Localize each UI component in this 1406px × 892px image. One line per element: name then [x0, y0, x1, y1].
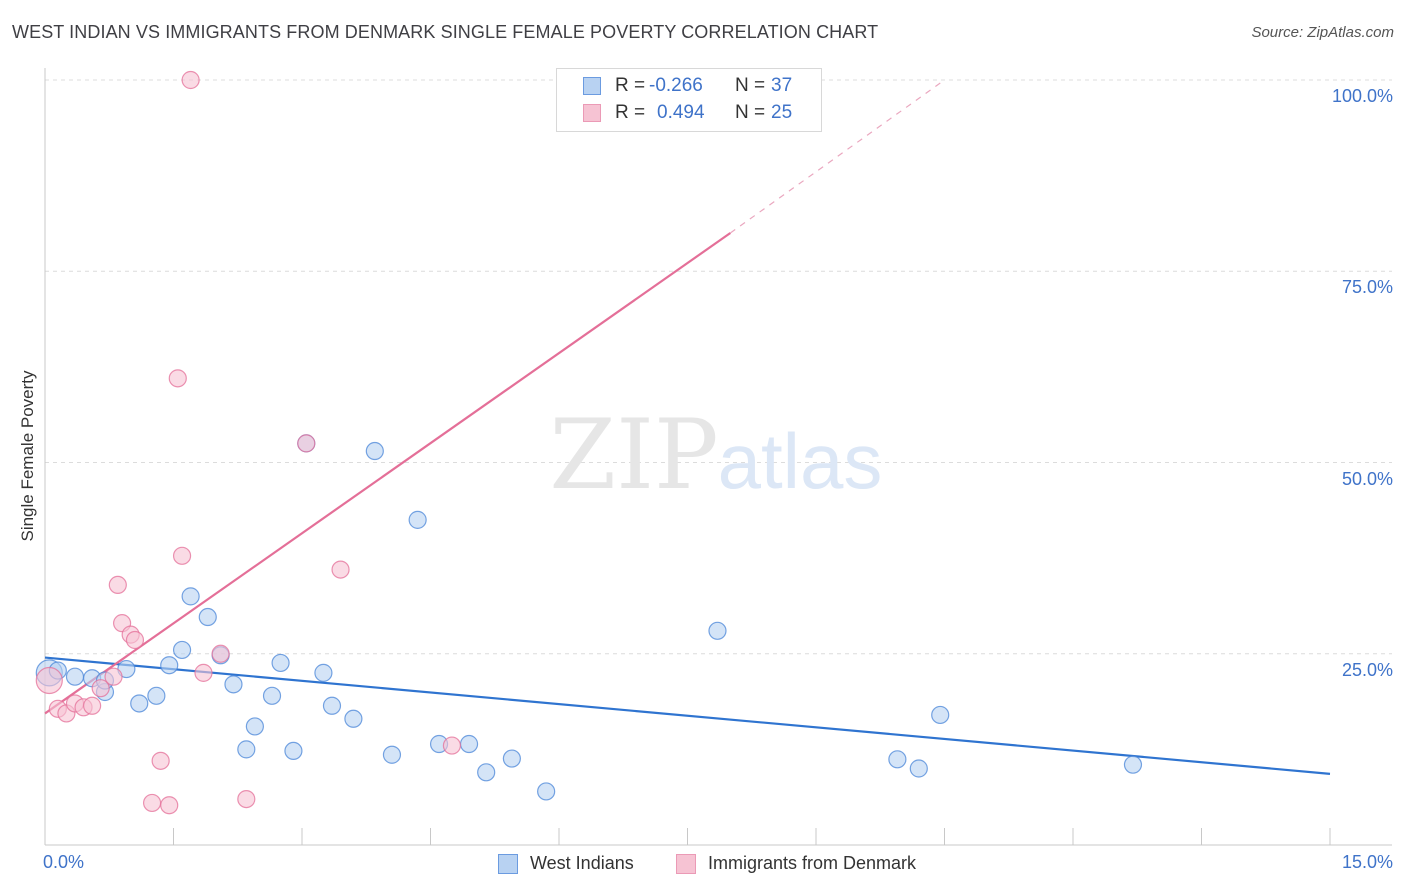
legend-swatch-west-indians: [498, 854, 518, 874]
data-point-west-indians: [477, 763, 496, 782]
legend-n-label: N =: [735, 75, 766, 96]
legend-row-west-indians: R = -0.266 N = 37: [557, 74, 821, 100]
legend-r-value: 0.494: [657, 102, 705, 123]
legend-n-label: N =: [735, 102, 766, 123]
data-point-west-indians: [130, 694, 149, 713]
data-point-west-indians: [284, 741, 303, 761]
legend-label-immigrants-denmark: Immigrants from Denmark: [708, 853, 917, 873]
y-tick-label: 50.0%: [1341, 468, 1393, 489]
data-point-immigrants-denmark: [442, 736, 462, 755]
legend-row-immigrants-denmark: R = 0.494 N = 25: [557, 101, 821, 127]
data-point-immigrants-denmark: [331, 560, 350, 579]
correlation-legend: R = -0.266 N = 37 R = 0.494 N = 25: [556, 68, 822, 132]
data-point-west-indians: [365, 441, 384, 461]
data-point-west-indians: [502, 749, 521, 768]
data-point-immigrants-denmark: [91, 679, 110, 698]
data-point-west-indians: [459, 734, 479, 754]
axes: [44, 68, 1392, 846]
data-point-immigrants-denmark: [211, 644, 230, 663]
data-point-immigrants-denmark: [125, 630, 145, 650]
data-point-west-indians: [708, 621, 727, 640]
data-point-immigrants-denmark: [181, 70, 200, 90]
legend-r-value: -0.266: [649, 75, 703, 96]
data-point-west-indians: [382, 745, 402, 764]
data-point-west-indians: [172, 640, 192, 660]
chart-title: WEST INDIAN VS IMMIGRANTS FROM DENMARK S…: [12, 22, 879, 42]
source-label: Source: ZipAtlas.com: [1251, 24, 1394, 41]
x-tick-label: 15.0%: [1341, 852, 1393, 872]
data-point-west-indians: [931, 705, 950, 725]
x-tick-label: 0.0%: [43, 852, 85, 872]
data-point-immigrants-denmark: [104, 667, 123, 686]
trend-line-immigrants-denmark: [44, 232, 731, 715]
data-point-immigrants-denmark: [160, 796, 179, 815]
data-point-immigrants-denmark: [168, 369, 187, 388]
data-point-immigrants-denmark: [108, 575, 127, 595]
watermark-atlas: atlas: [718, 417, 883, 505]
data-point-west-indians: [147, 686, 166, 705]
legend-r-label: R =: [615, 102, 646, 123]
data-point-immigrants-denmark: [142, 793, 162, 813]
trend-lines: [44, 79, 1331, 775]
y-tick-label: 75.0%: [1341, 277, 1393, 298]
data-point-west-indians: [344, 709, 363, 728]
gridlines: [45, 79, 1392, 655]
legend-swatch-immigrants-denmark: [583, 104, 601, 122]
data-point-immigrants-denmark: [151, 751, 170, 770]
data-point-west-indians: [1123, 755, 1143, 774]
data-point-immigrants-denmark: [194, 663, 213, 682]
data-point-west-indians: [888, 750, 907, 769]
data-point-west-indians: [237, 740, 256, 759]
data-point-west-indians: [408, 510, 427, 529]
data-point-immigrants-denmark: [297, 434, 316, 453]
data-point-west-indians: [537, 782, 556, 801]
legend-n-value: 37: [771, 75, 793, 96]
data-point-west-indians: [224, 675, 243, 694]
data-point-west-indians: [181, 587, 200, 606]
data-point-west-indians: [314, 663, 333, 682]
data-point-west-indians: [262, 686, 282, 705]
y-tick-label: 25.0%: [1341, 659, 1393, 680]
trend-line-west-indians: [44, 656, 1331, 775]
legend-label-west-indians: West Indians: [530, 853, 634, 873]
data-point-west-indians: [160, 656, 179, 675]
data-point-west-indians: [271, 653, 290, 673]
data-point-immigrants-denmark: [83, 696, 102, 715]
data-point-west-indians: [909, 759, 928, 778]
data-points: [35, 70, 1143, 815]
legend-n-value: 25: [771, 102, 793, 123]
data-point-west-indians: [65, 667, 85, 686]
watermark-zip: ZIP: [549, 399, 718, 511]
data-point-west-indians: [198, 607, 217, 627]
y-tick-label: 100.0%: [1331, 86, 1393, 106]
legend-r-label: R =: [615, 75, 646, 96]
data-point-west-indians: [322, 696, 342, 715]
legend-swatch-west-indians: [583, 77, 601, 95]
data-point-west-indians: [245, 717, 264, 736]
watermark: ZIP atlas: [549, 399, 882, 511]
data-point-immigrants-denmark: [172, 546, 192, 565]
legend-swatch-immigrants-denmark: [676, 854, 696, 874]
data-point-immigrants-denmark: [237, 789, 256, 809]
data-point-immigrants-denmark: [35, 666, 63, 695]
trend-line-extension: [729, 79, 945, 234]
